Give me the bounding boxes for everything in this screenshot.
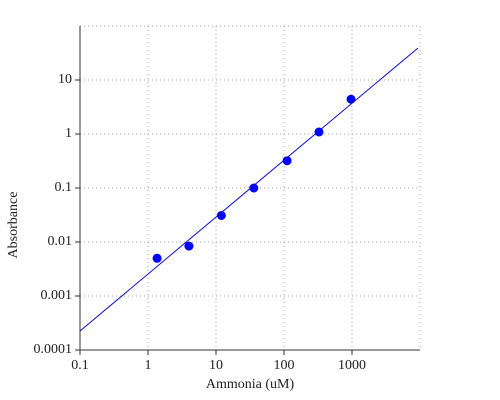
- fit-line: [79, 47, 419, 332]
- y-tick-label: 0.001: [41, 288, 73, 303]
- data-point: [249, 183, 259, 193]
- y-axis-title: Absorbance: [6, 192, 21, 259]
- data-point: [314, 127, 324, 137]
- data-point: [282, 156, 292, 166]
- y-tick-label: 0.1: [55, 180, 73, 195]
- data-point: [152, 253, 162, 263]
- y-tick-label: 10: [58, 72, 72, 87]
- x-tick-label: 10: [209, 358, 223, 373]
- y-tick-label: 0.0001: [34, 342, 73, 357]
- x-axis-title: Ammonia (uM): [206, 377, 295, 392]
- x-tick-label: 100: [274, 358, 295, 373]
- x-tick-label: 1: [145, 358, 152, 373]
- x-tick-label: 0.1: [71, 358, 89, 373]
- y-tick-label: 1: [65, 126, 72, 141]
- y-tick-label: 0.01: [48, 234, 73, 249]
- data-point: [346, 94, 356, 104]
- data-point: [216, 210, 226, 220]
- data-point: [184, 241, 194, 251]
- x-tick-label: 1000: [338, 358, 366, 373]
